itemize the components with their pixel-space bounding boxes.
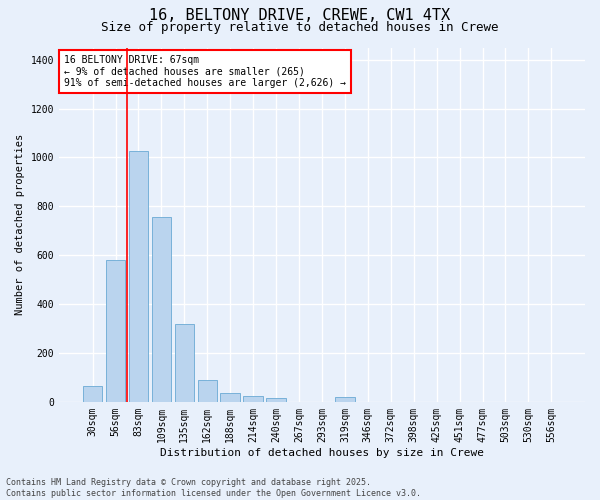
Text: Size of property relative to detached houses in Crewe: Size of property relative to detached ho… (101, 21, 499, 34)
Bar (335, 398, 355, 402)
Text: 16 BELTONY DRIVE: 67sqm
← 9% of detached houses are smaller (265)
91% of semi-de: 16 BELTONY DRIVE: 67sqm ← 9% of detached… (64, 54, 346, 88)
Text: 16, BELTONY DRIVE, CREWE, CW1 4TX: 16, BELTONY DRIVE, CREWE, CW1 4TX (149, 8, 451, 22)
Bar (220, 392, 240, 402)
Bar (197, 380, 217, 402)
Bar (244, 396, 263, 402)
Y-axis label: Number of detached properties: Number of detached properties (15, 134, 25, 316)
Bar (266, 398, 286, 402)
Bar (175, 324, 194, 402)
Text: Contains HM Land Registry data © Crown copyright and database right 2025.
Contai: Contains HM Land Registry data © Crown c… (6, 478, 421, 498)
Bar (152, 216, 171, 402)
Bar (83, 386, 103, 402)
X-axis label: Distribution of detached houses by size in Crewe: Distribution of detached houses by size … (160, 448, 484, 458)
Bar (106, 260, 125, 402)
Bar (129, 152, 148, 402)
